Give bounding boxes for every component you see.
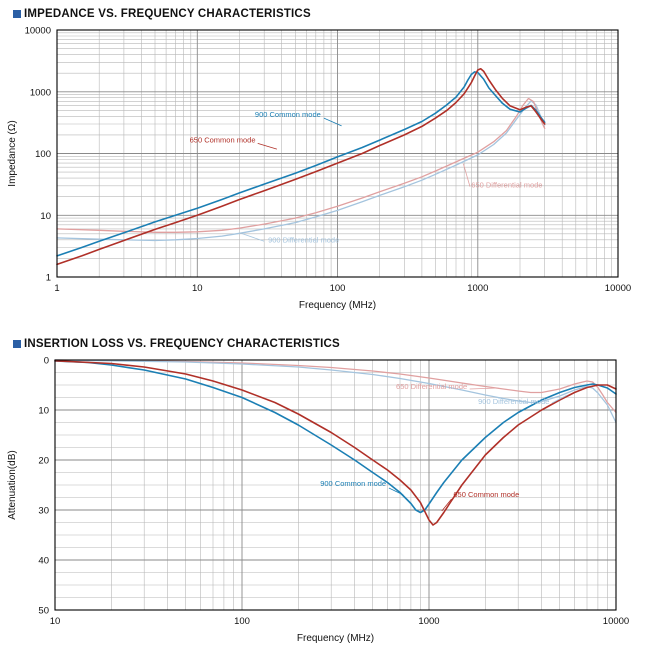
- annotation-leader-900-common-mode: [388, 487, 404, 496]
- plot-border: [54, 359, 617, 611]
- annotation-label-900-common-mode: 900 Common mode: [320, 479, 386, 488]
- x-tick-label: 10: [192, 283, 203, 294]
- annotation-label-650-common-mode: 650 Common mode: [453, 490, 519, 499]
- x-tick-label: 1000: [467, 283, 488, 294]
- annotation-leader-900-differential-mode: [551, 394, 568, 404]
- x-tick-label: 1: [54, 283, 59, 294]
- y-tick-label: 10: [40, 211, 51, 222]
- insertion-loss-chart-block: INSERTION LOSS VS. FREQUENCY CHARACTERIS…: [0, 324, 647, 644]
- annotation-label-900-differential-mode: 900 Differential mode: [268, 236, 339, 245]
- x-tick-label: 10: [50, 616, 61, 627]
- y-tick-label: 30: [38, 506, 49, 517]
- y-tick-label: 20: [38, 456, 49, 467]
- x-tick-label: 100: [330, 283, 346, 294]
- annotation-label-650-differential-mode: 650 Differential mode: [396, 382, 467, 391]
- annotation-leader-650-common-mode: [257, 143, 278, 150]
- annotation-leader-900-differential-mode: [242, 233, 265, 242]
- series-900-common-mode: [56, 71, 546, 257]
- minor-gridlines: [55, 360, 616, 610]
- insertion-loss-chart-title: INSERTION LOSS VS. FREQUENCY CHARACTERIS…: [0, 324, 647, 352]
- y-tick-label: 40: [38, 556, 49, 567]
- x-axis-label: Frequency (MHz): [299, 300, 376, 311]
- y-tick-label: 100: [35, 149, 51, 160]
- y-tick-label: 10000: [25, 26, 51, 37]
- annotation-leader-650-differential-mode: [469, 387, 499, 390]
- y-tick-label: 1: [46, 273, 51, 284]
- impedance-title-text: IMPEDANCE VS. FREQUENCY CHARACTERISTICS: [24, 8, 311, 20]
- x-tick-label: 100: [234, 616, 250, 627]
- series-650-differential-mode: [56, 97, 546, 233]
- y-tick-label: 0: [44, 356, 49, 367]
- title-bullet-icon: [13, 10, 21, 18]
- series-650-common-mode: [54, 360, 617, 526]
- impedance-chart-block: IMPEDANCE VS. FREQUENCY CHARACTERISTICS …: [0, 0, 647, 324]
- impedance-chart-title: IMPEDANCE VS. FREQUENCY CHARACTERISTICS: [0, 0, 647, 22]
- series-900-common-mode: [54, 360, 617, 514]
- y-axis-label: Attenuation(dB): [7, 450, 18, 520]
- plot: 650 Differential mode 900 Differential mo…: [7, 356, 629, 645]
- annotation-leader-650-differential-mode: [463, 163, 471, 187]
- plot: 900 Common mode 650 Common mode 650 Differ…: [7, 26, 631, 312]
- y-axis-label: Impedance (Ω): [7, 120, 18, 186]
- annotation-label-900-differential-mode: 900 Differential mode: [478, 397, 549, 406]
- title-bullet-icon: [13, 340, 21, 348]
- annotation-label-650-differential-mode: 650 Differential mode: [471, 181, 542, 190]
- series-650-common-mode: [56, 67, 546, 266]
- insertion-loss-chart: 650 Differential mode 900 Differential mo…: [7, 356, 629, 645]
- plot-border: [56, 29, 619, 278]
- annotation-leader-900-common-mode: [323, 117, 342, 127]
- annotation-leader-650-common-mode: [441, 498, 452, 512]
- y-tick-label: 1000: [30, 87, 51, 98]
- insertion-loss-title-text: INSERTION LOSS VS. FREQUENCY CHARACTERIS…: [24, 338, 340, 350]
- x-tick-label: 10000: [603, 616, 629, 627]
- y-tick-label: 50: [38, 606, 49, 617]
- x-tick-label: 10000: [605, 283, 631, 294]
- x-axis-label: Frequency (MHz): [297, 633, 374, 644]
- annotation-label-650-common-mode: 650 Common mode: [190, 136, 256, 145]
- x-tick-label: 1000: [418, 616, 439, 627]
- impedance-chart: 900 Common mode 650 Common mode 650 Differ…: [7, 26, 631, 312]
- y-tick-label: 10: [38, 406, 49, 417]
- annotation-label-900-common-mode: 900 Common mode: [255, 110, 321, 119]
